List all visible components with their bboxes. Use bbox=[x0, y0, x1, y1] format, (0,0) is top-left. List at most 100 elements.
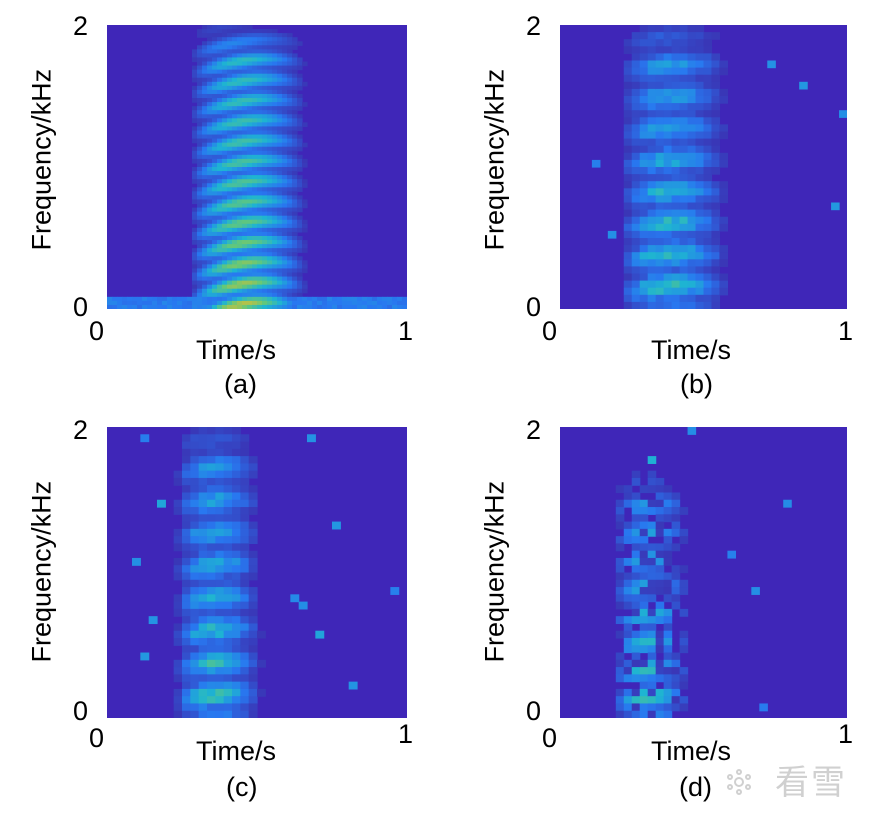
heatmap-cell bbox=[679, 46, 689, 54]
heatmap-cell bbox=[247, 126, 253, 132]
heatmap-cell bbox=[687, 53, 697, 62]
heatmap-cell bbox=[167, 296, 173, 302]
heatmap-cell bbox=[631, 477, 641, 486]
heatmap-cell bbox=[671, 138, 681, 147]
heatmap-cell bbox=[277, 167, 283, 172]
heatmap-cell bbox=[167, 304, 173, 309]
heatmap-cell bbox=[222, 211, 228, 217]
heatmap-cell bbox=[182, 623, 191, 632]
heatmap-cell bbox=[182, 630, 191, 639]
heatmap-cell bbox=[262, 179, 268, 184]
heatmap-cell bbox=[282, 296, 288, 302]
heatmap-cell bbox=[232, 659, 241, 668]
heatmap-cell bbox=[207, 696, 216, 705]
heatmap-cell bbox=[687, 145, 697, 154]
heatmap-cell bbox=[671, 579, 681, 588]
heatmap-cell bbox=[207, 102, 213, 107]
heatmap-cell bbox=[282, 102, 288, 107]
heatmap-cell bbox=[192, 211, 198, 217]
heatmap-cell bbox=[240, 608, 250, 617]
heatmap-cell bbox=[267, 154, 273, 160]
heatmap-cell bbox=[222, 252, 228, 257]
heatmap-cell bbox=[282, 264, 288, 270]
heatmap-cell bbox=[232, 93, 238, 99]
heatmap-cell bbox=[198, 594, 208, 603]
heatmap-cell bbox=[287, 248, 293, 253]
heatmap-cell bbox=[631, 536, 641, 545]
heatmap-cell bbox=[663, 138, 673, 147]
heatmap-cell bbox=[387, 296, 393, 302]
heatmap-cell bbox=[202, 211, 208, 217]
heatmap-cell bbox=[647, 138, 657, 147]
heatmap-cell bbox=[217, 288, 223, 294]
heatmap-cell bbox=[655, 131, 665, 140]
heatmap-cell bbox=[198, 608, 208, 617]
heatmap-cell bbox=[655, 608, 665, 617]
heatmap-cell bbox=[663, 703, 673, 712]
heatmap-cell bbox=[197, 167, 203, 172]
heatmap-cell bbox=[197, 126, 203, 132]
heatmap-cell bbox=[257, 244, 263, 249]
heatmap-cell bbox=[277, 53, 283, 59]
heatmap-cell bbox=[623, 521, 633, 530]
heatmap-cell bbox=[232, 146, 238, 152]
heatmap-cell bbox=[272, 260, 278, 265]
heatmap-cell bbox=[647, 499, 657, 508]
heatmap-cell bbox=[639, 117, 649, 125]
heatmap-cell bbox=[257, 98, 263, 103]
heatmap-cell bbox=[257, 272, 263, 278]
heatmap-cell bbox=[217, 98, 223, 103]
heatmap-cell bbox=[198, 572, 208, 581]
heatmap-cell bbox=[272, 162, 278, 168]
heatmap-cell bbox=[207, 674, 216, 683]
heatmap-cell bbox=[202, 98, 208, 103]
heatmap-cell bbox=[202, 49, 208, 54]
heatmap-cell bbox=[247, 49, 253, 54]
heatmap-cell bbox=[262, 219, 268, 225]
heatmap-cell bbox=[257, 126, 263, 132]
heatmap-cell bbox=[267, 276, 273, 282]
heatmap-cell bbox=[282, 57, 288, 63]
heatmap-cell bbox=[252, 142, 258, 148]
heatmap-cell bbox=[262, 118, 268, 123]
heatmap-cell bbox=[223, 565, 233, 574]
heatmap-cell bbox=[227, 118, 233, 123]
heatmap-cell bbox=[212, 98, 218, 103]
heatmap-cell bbox=[257, 102, 263, 107]
heatmap-cell bbox=[222, 89, 228, 95]
heatmap-cell bbox=[137, 304, 143, 309]
heatmap-cell bbox=[695, 202, 705, 211]
heatmap-cell bbox=[639, 543, 649, 552]
heatmap-cell bbox=[232, 300, 238, 306]
heatmap-cell bbox=[262, 276, 268, 282]
heatmap-cell bbox=[197, 260, 203, 265]
heatmap-cell bbox=[182, 300, 188, 306]
heatmap-cell bbox=[362, 296, 368, 302]
heatmap-cell bbox=[190, 492, 200, 501]
ylabel-a: Frequency/kHz bbox=[26, 68, 57, 251]
heatmap-cell bbox=[615, 587, 625, 595]
heatmap-cell bbox=[297, 65, 303, 71]
heatmap-cell bbox=[247, 45, 253, 50]
heatmap-cell bbox=[663, 550, 673, 559]
heatmap-cell bbox=[257, 280, 263, 286]
heatmap-cell bbox=[257, 89, 263, 95]
heatmap-cell bbox=[240, 681, 250, 690]
heatmap-cell bbox=[132, 557, 141, 566]
heatmap-cell bbox=[631, 492, 641, 501]
heatmap-cell bbox=[207, 162, 213, 168]
heatmap-cell bbox=[232, 118, 238, 123]
heatmap-cell bbox=[142, 304, 148, 309]
heatmap-cell bbox=[252, 175, 258, 180]
heatmap-cell bbox=[639, 579, 649, 588]
heatmap-cell bbox=[207, 499, 216, 508]
heatmap-cell bbox=[112, 304, 118, 309]
heatmap-cell bbox=[247, 207, 253, 213]
heatmap-cell bbox=[711, 74, 721, 83]
heatmap-cell bbox=[232, 98, 238, 103]
heatmap-cell bbox=[190, 477, 200, 486]
heatmap-cell bbox=[242, 126, 248, 132]
heatmap-cell bbox=[663, 681, 673, 690]
heatmap-cell bbox=[190, 674, 200, 683]
heatmap-cell bbox=[312, 300, 318, 306]
